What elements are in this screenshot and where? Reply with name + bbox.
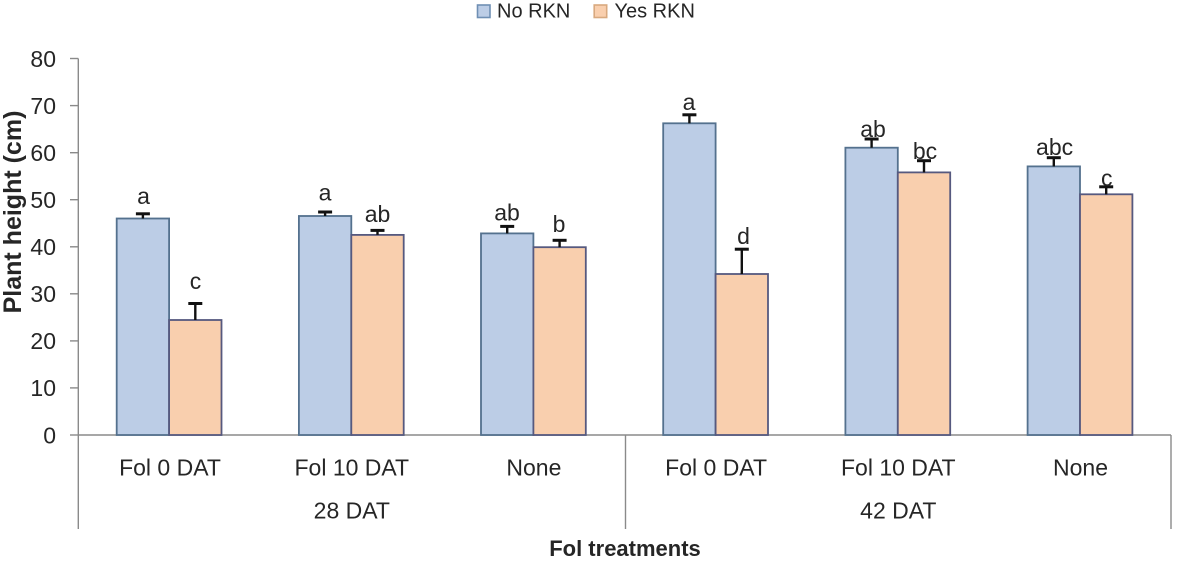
svg-text:a: a (319, 180, 332, 206)
svg-text:10: 10 (30, 375, 56, 401)
svg-text:Plant height (cm): Plant height (cm) (0, 111, 27, 314)
svg-text:ab: ab (365, 201, 391, 227)
svg-text:No RKN: No RKN (497, 1, 570, 23)
svg-text:a: a (137, 183, 150, 209)
svg-text:Fol 10 DAT: Fol 10 DAT (841, 454, 956, 480)
svg-text:b: b (553, 211, 566, 237)
svg-text:50: 50 (30, 187, 56, 213)
svg-text:d: d (737, 223, 750, 249)
svg-text:80: 80 (30, 46, 56, 72)
svg-text:42 DAT: 42 DAT (860, 498, 936, 524)
svg-text:None: None (506, 454, 561, 480)
svg-text:Fol 10 DAT: Fol 10 DAT (294, 454, 409, 480)
svg-text:40: 40 (30, 234, 56, 260)
svg-text:Fol 0 DAT: Fol 0 DAT (665, 454, 767, 480)
svg-text:20: 20 (30, 328, 56, 354)
svg-text:ab: ab (860, 116, 886, 142)
svg-text:0: 0 (43, 422, 56, 448)
svg-text:None: None (1053, 454, 1108, 480)
svg-text:abc: abc (1036, 134, 1073, 160)
svg-text:28 DAT: 28 DAT (314, 498, 390, 524)
svg-text:a: a (683, 89, 696, 115)
svg-text:70: 70 (30, 93, 56, 119)
svg-text:Fol 0 DAT: Fol 0 DAT (119, 454, 221, 480)
svg-text:c: c (1101, 165, 1113, 191)
svg-text:ab: ab (494, 200, 520, 226)
svg-text:60: 60 (30, 140, 56, 166)
svg-text:Fol treatments: Fol treatments (549, 536, 701, 561)
svg-text:Yes RKN: Yes RKN (615, 1, 695, 23)
svg-text:bc: bc (913, 138, 937, 164)
svg-text:30: 30 (30, 281, 56, 307)
svg-text:c: c (190, 268, 202, 294)
